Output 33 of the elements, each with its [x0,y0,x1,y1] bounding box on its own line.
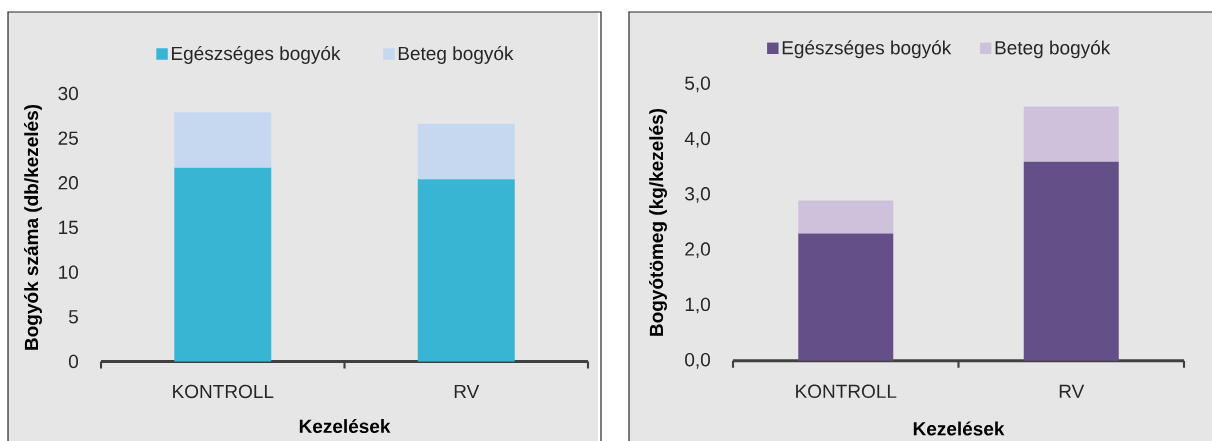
bar [798,200,894,234]
y-tick-label: 5,0 [685,76,710,93]
y-tick-label: 0,0 [685,352,710,369]
y-tick-label: 2,0 [685,242,710,259]
y-tick-label: 10 [59,265,79,279]
legend-label: Beteg bogyók [398,45,514,64]
x-tick-label: KONTROLL [796,384,897,399]
legend-label: Egészséges bogyók [172,45,341,64]
x-tick-label: KONTROLL [173,384,274,399]
bar [417,179,515,362]
y-tick-label: 0 [68,354,79,369]
y-axis-title: Bogyótömeg (kg/kezelés) [649,108,667,336]
y-tick-label: 3,0 [685,187,710,203]
y-tick-label: 1,0 [685,297,710,314]
legend-label: Egészséges bogyók [782,40,952,59]
y-tick-label: 5 [68,310,78,324]
bar [174,112,272,168]
y-tick-label: 25 [58,131,78,145]
bar [1023,161,1119,361]
y-tick-label: 20 [58,176,79,190]
x-axis-title: Kezelések [913,421,1005,436]
x-axis-title: Kezelések [299,418,391,434]
bar [417,123,515,180]
y-tick-label: 15 [59,220,78,235]
y-tick-label: 4,0 [684,131,710,148]
x-tick-label: RV [1059,384,1085,398]
bar [1023,106,1119,162]
x-tick-label: RV [454,384,480,399]
bar [174,167,272,362]
y-axis-title: Bogyók száma (db/kezelés) [24,104,43,350]
bar [798,233,894,361]
y-tick-label: 30 [58,86,79,101]
legend-label: Beteg bogyók [995,40,1111,59]
